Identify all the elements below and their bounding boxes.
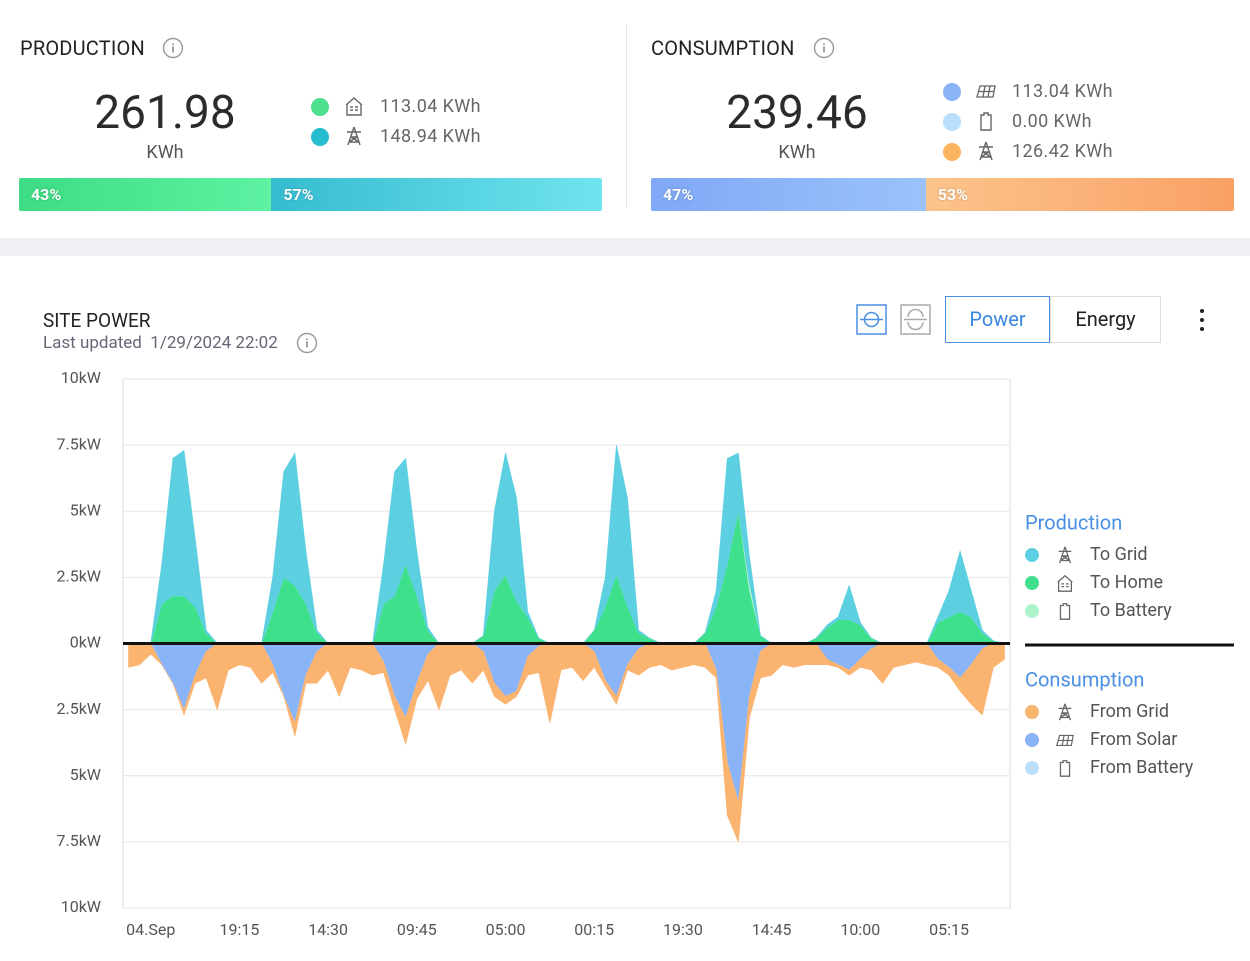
consumption-title: CONSUMPTION — [651, 36, 795, 60]
production-total: 261.98 — [94, 86, 236, 140]
production-bar: 43% 57% — [19, 178, 602, 211]
y-tick-label: 2.5kW — [56, 699, 101, 718]
consumption-battery-value: 0.00 KWh — [1012, 111, 1092, 132]
legend-dot — [1025, 548, 1039, 562]
legend-icon — [1059, 603, 1071, 620]
y-tick-label: 5kW — [70, 500, 101, 519]
x-tick-label: 09:45 — [397, 920, 437, 939]
legend-dot — [943, 113, 961, 131]
view-toggle-split[interactable] — [900, 304, 932, 336]
legend-group-title: Consumption — [1025, 667, 1144, 691]
segment-label: 53% — [937, 185, 968, 204]
consumption-solar-value: 113.04 KWh — [1012, 81, 1113, 102]
y-tick-label: 10kW — [61, 368, 101, 387]
segment-label: 47% — [663, 185, 694, 204]
x-tick-label: 05:00 — [486, 920, 526, 939]
legend-label[interactable]: To Home — [1090, 572, 1163, 593]
legend-dot — [1025, 705, 1039, 719]
site-power-title: SITE POWER — [43, 309, 151, 332]
x-tick-label: 05:15 — [929, 920, 969, 939]
bar-segment: 57% — [271, 178, 602, 211]
x-tick-label: 04.Sep — [126, 920, 175, 939]
bar-segment: 53% — [925, 178, 1234, 211]
y-tick-label: 7.5kW — [56, 831, 101, 850]
production-home-value: 113.04 KWh — [380, 96, 481, 117]
info-icon[interactable] — [162, 37, 184, 59]
legend-icon — [1056, 734, 1074, 747]
legend-label[interactable]: From Solar — [1090, 729, 1177, 750]
legend-icon — [1057, 703, 1073, 721]
consumption-grid-value: 126.42 KWh — [1012, 141, 1113, 162]
view-toggle-stacked[interactable] — [856, 304, 888, 336]
info-icon[interactable] — [813, 37, 835, 59]
battery-icon — [975, 110, 997, 132]
site-power-chart: 10kW 7.5kW 5kW 2.5kW 0kW 2.5kW 5kW 7.5kW 10kW 04.… — [56, 368, 1234, 939]
legend-group-title: Production — [1025, 510, 1122, 534]
legend-dot — [943, 83, 961, 101]
x-tick-label: 00:15 — [574, 920, 614, 939]
legend-label[interactable]: From Grid — [1090, 701, 1169, 722]
legend-dot — [311, 98, 329, 116]
bar-segment: 47% — [651, 178, 926, 211]
production-grid-value: 148.94 KWh — [380, 126, 481, 147]
more-menu[interactable] — [1195, 306, 1209, 336]
legend-dot — [1025, 733, 1039, 747]
solar-icon — [975, 80, 997, 102]
production-title: PRODUCTION — [20, 36, 145, 60]
y-tick-label: 2.5kW — [56, 567, 101, 586]
bar-segment: 43% — [19, 178, 272, 211]
mode-button[interactable]: Energy — [1050, 296, 1161, 343]
legend-icon — [1057, 575, 1073, 592]
x-tick-label: 19:30 — [663, 920, 703, 939]
consumption-bar: 47% 53% — [651, 178, 1234, 211]
y-tick-label: 7.5kW — [56, 434, 101, 453]
separator-band — [0, 238, 1250, 256]
legend-dot — [943, 143, 961, 161]
segment-label: 43% — [31, 185, 62, 204]
x-tick-label: 14:30 — [308, 920, 348, 939]
home-icon — [343, 95, 365, 117]
legend-dot — [311, 128, 329, 146]
legend-label[interactable]: To Grid — [1090, 544, 1148, 565]
last-updated: Last updated 1/29/2024 22:02 — [43, 333, 278, 353]
x-tick-label: 10:00 — [840, 920, 880, 939]
legend-dot — [1025, 576, 1039, 590]
legend-icon — [1059, 760, 1071, 777]
grid-icon — [343, 125, 365, 147]
legend-label[interactable]: To Battery — [1090, 600, 1172, 621]
grid-icon — [975, 140, 997, 162]
divider — [626, 25, 627, 207]
mode-button[interactable]: Power — [945, 296, 1050, 343]
legend-dot — [1025, 761, 1039, 775]
consumption-total: 239.46 — [726, 86, 868, 140]
y-tick-label: 5kW — [70, 765, 101, 784]
legend-icon — [1057, 546, 1073, 564]
x-tick-label: 19:15 — [219, 920, 259, 939]
legend-dot — [1025, 604, 1039, 618]
legend-label[interactable]: From Battery — [1090, 757, 1194, 778]
segment-label: 57% — [283, 185, 314, 204]
production-unit: KWh — [146, 142, 184, 163]
x-tick-label: 14:45 — [752, 920, 792, 939]
consumption-unit: KWh — [778, 142, 816, 163]
y-tick-label: 10kW — [61, 897, 101, 916]
y-tick-label: 0kW — [70, 633, 101, 652]
